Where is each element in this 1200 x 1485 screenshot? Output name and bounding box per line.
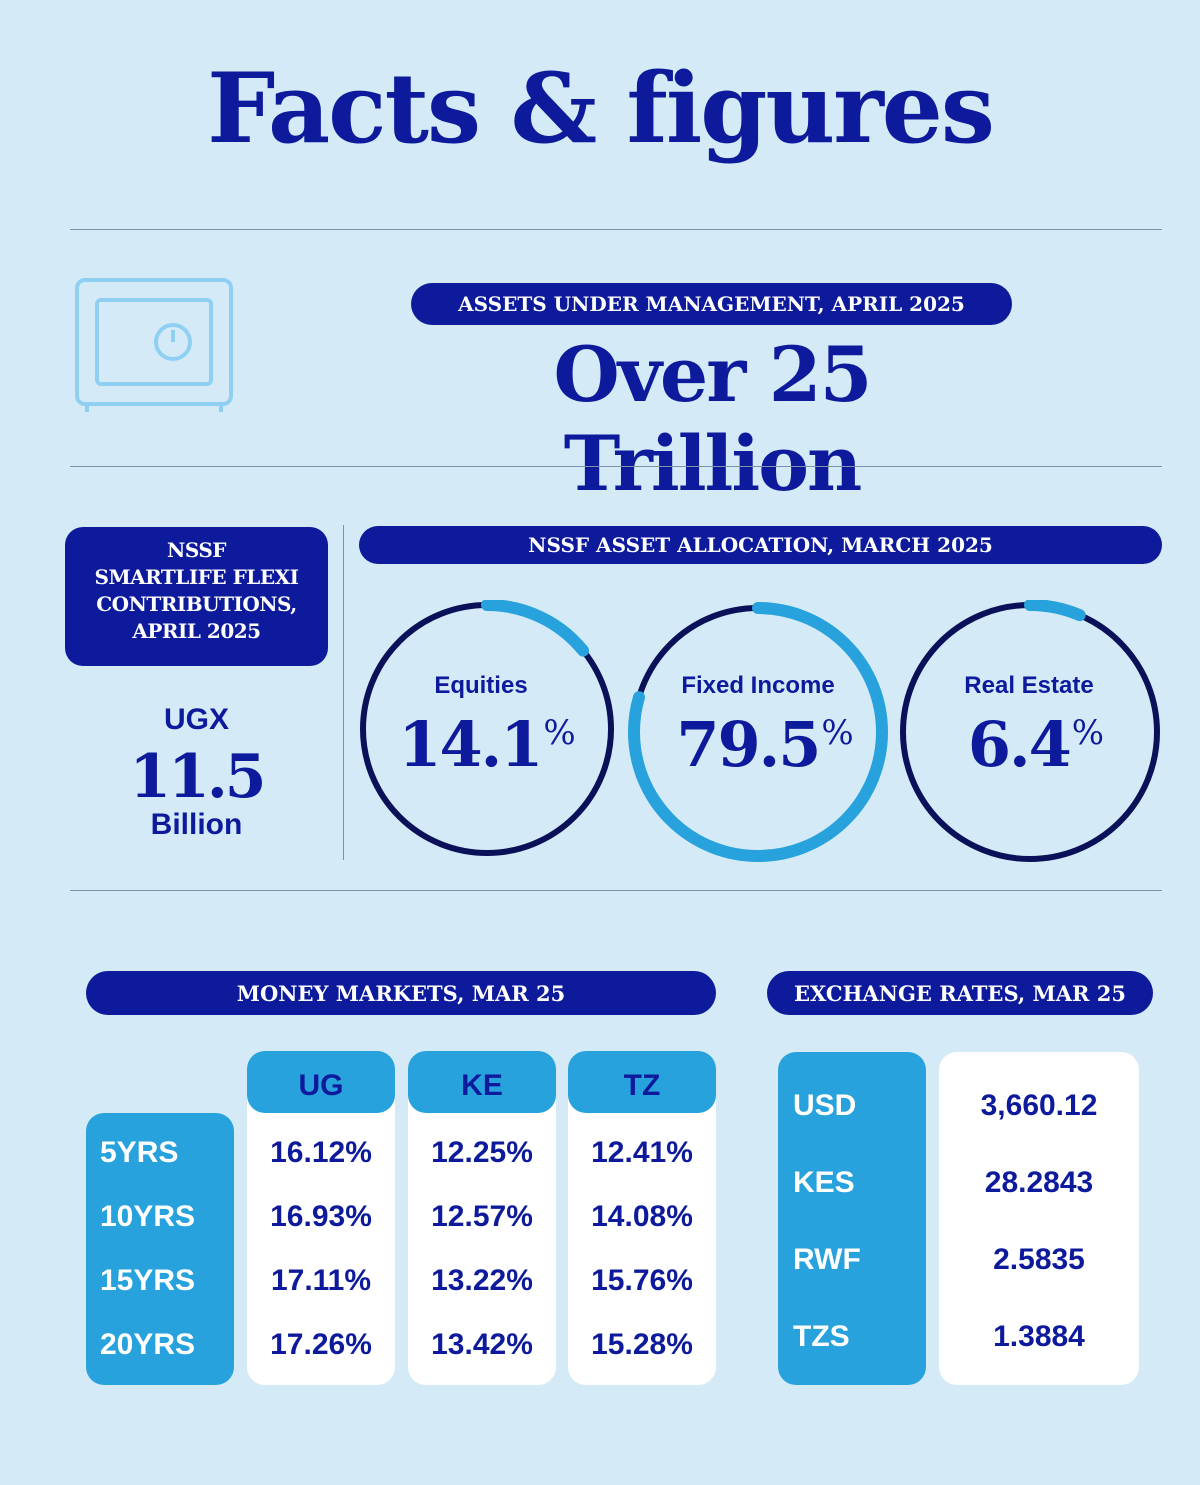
allocation-value: 6.4%	[905, 708, 1165, 781]
table-cell: 17.11%	[270, 1264, 372, 1297]
percent-sign: %	[1071, 713, 1104, 753]
rate-value: 2.5835	[993, 1243, 1085, 1276]
currency-column	[778, 1052, 926, 1385]
table-cell: 13.42%	[431, 1328, 533, 1361]
allocation-value: 14.1%	[356, 708, 616, 781]
table-cell: 16.12%	[270, 1136, 372, 1169]
vertical-divider	[343, 525, 344, 860]
table-cell: 16.93%	[270, 1200, 372, 1233]
allocation-name: Real Estate	[964, 672, 1094, 699]
allocation-label: NSSF ASSET ALLOCATION, MARCH 2025	[359, 526, 1162, 564]
column-header: TZ	[568, 1051, 716, 1113]
percent-sign: %	[543, 713, 575, 753]
ring-fill	[358, 600, 616, 858]
allocation-ring-fixed-income	[628, 602, 888, 862]
allocation-ring-real-estate	[898, 600, 1162, 864]
table-cell: 14.08%	[591, 1200, 693, 1233]
rate-value: 3,660.12	[980, 1089, 1098, 1122]
ring-fill	[898, 600, 1162, 864]
currency-label: USD	[793, 1089, 857, 1122]
column-ke	[408, 1080, 556, 1385]
table-cell: 17.26%	[270, 1328, 372, 1361]
money-markets-label: MONEY MARKETS, MAR 25	[86, 971, 716, 1015]
rate-column	[939, 1052, 1139, 1385]
allocation-number: 79.5	[676, 708, 821, 781]
table-cell: 15.28%	[591, 1328, 693, 1361]
safe-icon	[75, 278, 233, 412]
term-column	[86, 1113, 234, 1385]
table-cell: 12.25%	[431, 1136, 533, 1169]
currency-label: TZS	[793, 1320, 850, 1353]
rate-value: 28.2843	[984, 1166, 1094, 1199]
term-label: 5YRS	[100, 1136, 179, 1169]
currency-label: KES	[793, 1166, 855, 1199]
term-label: 15YRS	[100, 1264, 196, 1297]
column-header: UG	[247, 1051, 395, 1113]
contributions-label-line: SMARTLIFE FLEXI	[94, 565, 299, 589]
allocation-ring-equities	[358, 600, 616, 858]
allocation-number: 6.4	[967, 708, 1072, 781]
contributions-label-line: NSSF	[167, 538, 226, 562]
term-label: 10YRS	[100, 1200, 196, 1233]
exchange-rates-label: EXCHANGE RATES, MAR 25	[767, 971, 1153, 1015]
table-cell: 12.57%	[431, 1200, 533, 1233]
column-tz	[568, 1080, 716, 1385]
contributions-currency: UGX	[163, 703, 229, 736]
allocation-name: Fixed Income	[681, 672, 835, 699]
column-ug	[247, 1080, 395, 1385]
contributions-unit: Billion	[150, 808, 243, 841]
ring-fill	[628, 602, 888, 862]
contributions-label: NSSF SMARTLIFE FLEXI CONTRIBUTIONS, APRI…	[65, 527, 328, 666]
allocation-number: 14.1	[398, 708, 543, 781]
contributions-label-line: APRIL 2025	[132, 619, 261, 643]
contributions-value: 11.5	[129, 742, 266, 812]
rate-value: 1.3884	[993, 1320, 1085, 1353]
aum-value: Over 25 Trillion	[553, 330, 873, 508]
currency-label: RWF	[793, 1243, 861, 1276]
percent-sign: %	[821, 713, 853, 753]
table-cell: 13.22%	[431, 1264, 533, 1297]
table-cell: 12.41%	[591, 1136, 693, 1169]
divider	[70, 466, 1162, 467]
divider	[70, 229, 1162, 230]
divider	[70, 890, 1162, 891]
page-title: Facts & figures	[207, 52, 995, 165]
table-cell: 15.76%	[591, 1264, 693, 1297]
contributions-label-line: CONTRIBUTIONS,	[96, 592, 297, 616]
term-label: 20YRS	[100, 1328, 196, 1361]
allocation-name: Equities	[434, 672, 528, 699]
column-header: KE	[408, 1051, 556, 1113]
aum-label: ASSETS UNDER MANAGEMENT, APRIL 2025	[411, 283, 1012, 325]
allocation-value: 79.5%	[634, 708, 894, 781]
